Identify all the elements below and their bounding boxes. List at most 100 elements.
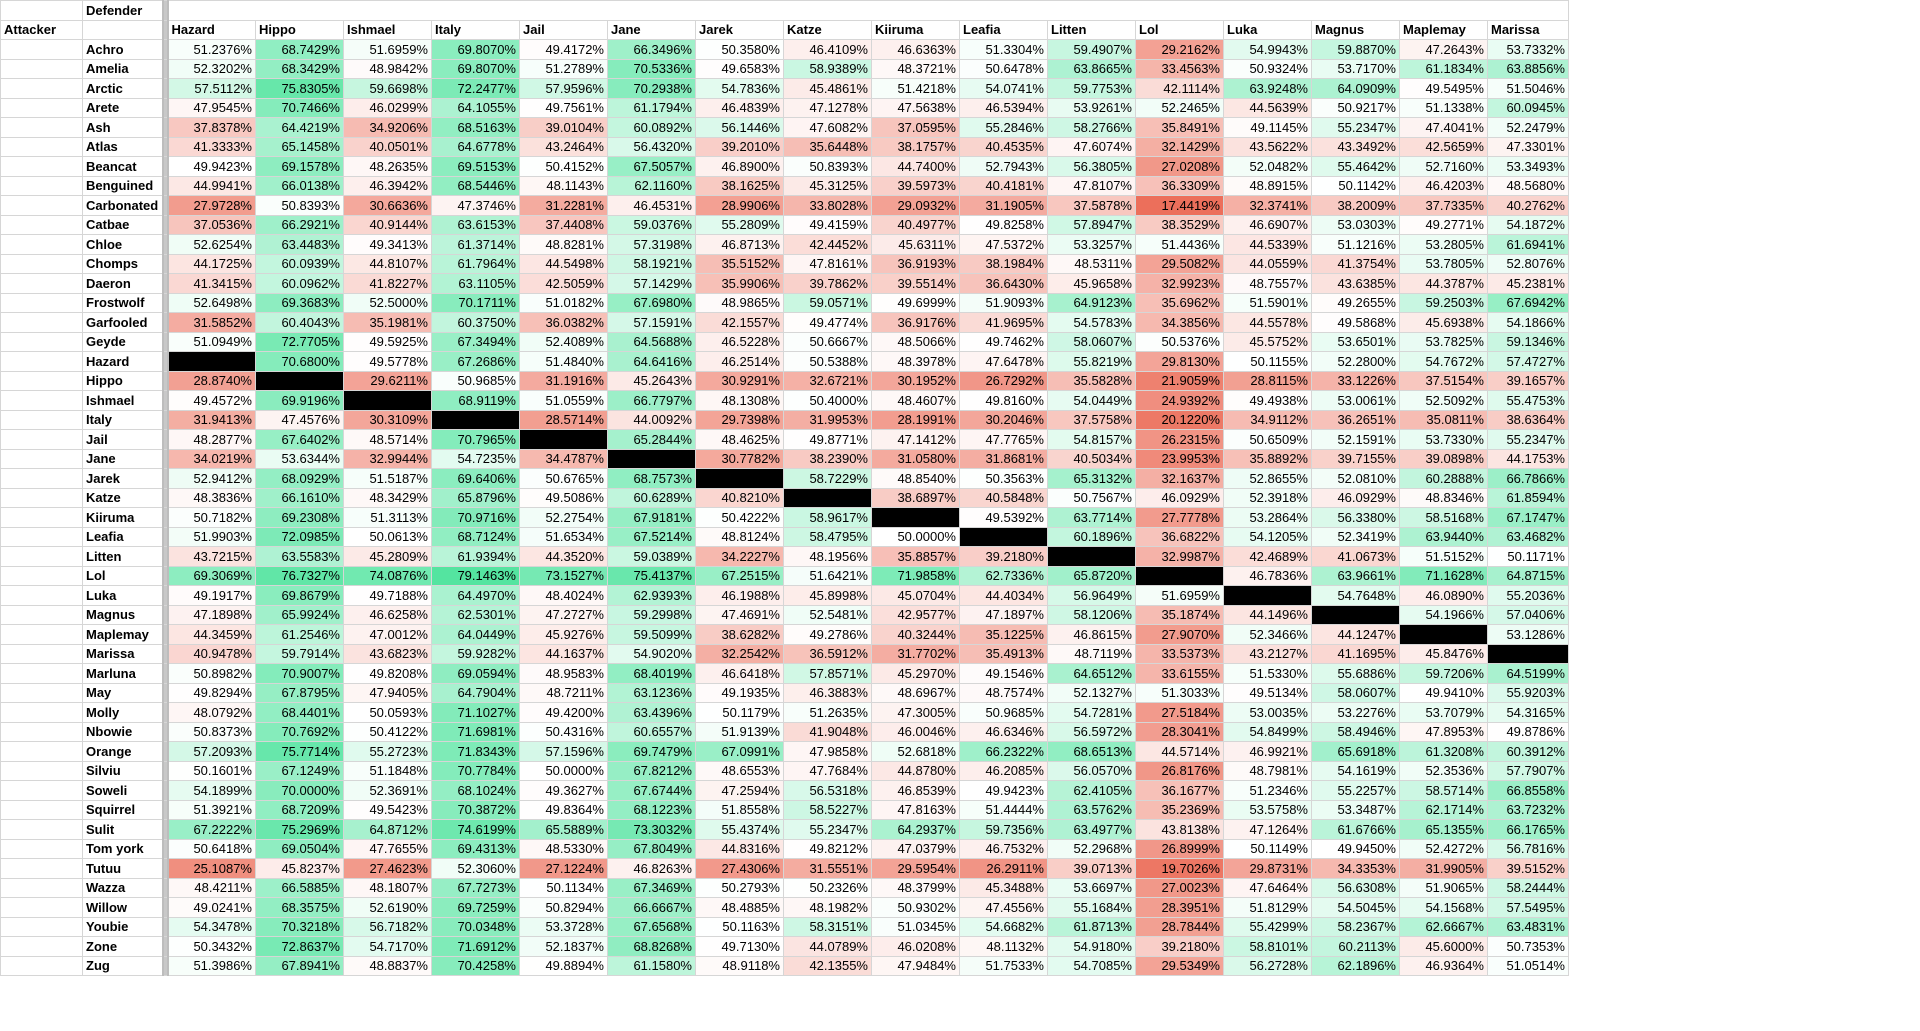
value-cell[interactable]: 54.0741% [959,78,1048,99]
row-header-jarek[interactable]: Jarek [82,468,163,489]
value-cell[interactable]: 56.6308% [1311,877,1400,898]
value-cell[interactable]: 27.1224% [519,858,608,879]
value-cell[interactable]: 68.6513% [1047,741,1136,762]
value-cell[interactable]: 43.6823% [343,643,432,664]
value-cell[interactable]: 47.6082% [783,117,872,138]
value-cell[interactable]: 50.8393% [783,156,872,177]
row-gutter-cell[interactable] [0,156,83,177]
row-header-youbie[interactable]: Youbie [82,916,163,937]
value-cell[interactable]: 54.7235% [431,448,520,469]
value-cell[interactable]: 62.4105% [1047,780,1136,801]
value-cell[interactable]: 70.3872% [431,799,520,820]
value-cell[interactable]: 62.6667% [1399,916,1488,937]
attacker-label[interactable]: Attacker [0,19,83,40]
row-header-litten[interactable]: Litten [82,546,163,567]
row-gutter-cell[interactable] [0,58,83,79]
value-cell[interactable]: 41.8227% [343,273,432,294]
value-cell[interactable]: 57.5495% [1487,897,1569,918]
value-cell[interactable]: 49.5086% [519,487,608,508]
value-cell[interactable]: 48.1956% [783,546,872,567]
value-cell[interactable]: 48.7574% [959,682,1048,703]
value-cell[interactable]: 58.3151% [783,916,872,937]
value-cell[interactable]: 50.3563% [959,468,1048,489]
column-header-hazard[interactable]: Hazard [167,19,256,40]
value-cell[interactable]: 49.2655% [1311,292,1400,313]
value-cell[interactable]: 69.3069% [167,565,256,586]
row-gutter-cell[interactable] [0,858,83,879]
value-cell[interactable]: 67.6568% [607,916,696,937]
value-cell[interactable]: 46.8615% [1047,624,1136,645]
value-cell[interactable]: 31.8681% [959,448,1048,469]
value-cell[interactable]: 75.4137% [607,565,696,586]
value-cell[interactable]: 38.2009% [1311,195,1400,216]
value-cell[interactable]: 68.1024% [431,780,520,801]
value-cell[interactable]: 49.3413% [343,234,432,255]
value-cell[interactable]: 52.2968% [1047,838,1136,859]
value-cell[interactable]: 29.5349% [1135,955,1224,976]
value-cell[interactable]: 57.0406% [1487,604,1569,625]
value-cell[interactable]: 42.1557% [695,312,784,333]
value-cell[interactable]: 68.3575% [255,897,344,918]
value-cell[interactable]: 59.7753% [1047,78,1136,99]
value-cell[interactable]: 56.2728% [1223,955,1312,976]
value-cell[interactable]: 49.8160% [959,390,1048,411]
value-cell[interactable]: 38.1984% [959,253,1048,274]
value-cell[interactable]: 63.4831% [1487,916,1569,937]
column-header-ishmael[interactable]: Ishmael [343,19,432,40]
column-header-lol[interactable]: Lol [1135,19,1224,40]
value-cell[interactable]: 48.9583% [519,663,608,684]
value-cell[interactable]: 44.8316% [695,838,784,859]
value-cell[interactable]: 65.8796% [431,487,520,508]
value-cell[interactable]: 48.8540% [871,468,960,489]
value-cell[interactable]: 52.5000% [343,292,432,313]
value-cell[interactable]: 47.8161% [783,253,872,274]
value-cell[interactable]: 28.3951% [1135,897,1224,918]
value-cell[interactable]: 46.0046% [871,721,960,742]
value-cell[interactable]: 62.9393% [607,585,696,606]
value-cell[interactable]: 48.5680% [1487,175,1569,196]
value-cell[interactable]: 49.8786% [1487,721,1569,742]
value-cell[interactable]: 50.1179% [695,702,784,723]
value-cell[interactable]: 52.3536% [1399,760,1488,781]
value-cell[interactable]: 50.8982% [167,663,256,684]
row-header-amelia[interactable]: Amelia [82,58,163,79]
value-cell[interactable]: 48.3799% [871,877,960,898]
value-cell[interactable]: 40.4977% [871,214,960,235]
value-cell[interactable]: 31.9905% [1399,858,1488,879]
value-cell[interactable]: 63.9661% [1311,565,1400,586]
value-cell[interactable]: 30.3109% [343,409,432,430]
blank-header-cell[interactable] [82,19,163,40]
value-cell[interactable]: 46.3883% [783,682,872,703]
value-cell[interactable]: 54.9943% [1223,39,1312,60]
value-cell[interactable]: 62.7336% [959,565,1048,586]
row-gutter-cell[interactable] [0,565,83,586]
value-cell[interactable]: 69.7259% [431,897,520,918]
row-gutter-cell[interactable] [0,292,83,313]
value-cell[interactable]: 64.7904% [431,682,520,703]
value-cell[interactable]: 57.9596% [519,78,608,99]
row-header-willow[interactable]: Willow [82,897,163,918]
column-header-litten[interactable]: Litten [1047,19,1136,40]
value-cell[interactable]: 58.5714% [1399,780,1488,801]
header-row-spacer[interactable] [167,0,1569,21]
value-cell[interactable]: 45.5752% [1223,331,1312,352]
value-cell[interactable]: 72.2477% [431,78,520,99]
value-cell[interactable]: 39.5152% [1487,858,1569,879]
value-cell[interactable]: 46.4109% [783,39,872,60]
value-cell[interactable]: 60.0945% [1487,97,1569,118]
value-cell[interactable]: 53.5758% [1223,799,1312,820]
value-cell[interactable]: 53.0303% [1311,214,1400,235]
value-cell[interactable]: 54.7672% [1399,351,1488,372]
value-cell[interactable]: 73.1527% [519,565,608,586]
value-cell[interactable]: 36.6430% [959,273,1048,294]
value-cell[interactable]: 56.7816% [1487,838,1569,859]
value-cell[interactable]: 54.9020% [607,643,696,664]
value-cell[interactable]: 63.9248% [1223,78,1312,99]
value-cell[interactable]: 46.6258% [343,604,432,625]
value-cell[interactable]: 47.9405% [343,682,432,703]
value-cell[interactable]: 50.5376% [1135,331,1224,352]
value-cell[interactable]: 26.2911% [959,858,1048,879]
value-cell[interactable]: 69.2308% [255,507,344,528]
value-cell[interactable]: 63.8665% [1047,58,1136,79]
value-cell[interactable]: 49.4172% [519,39,608,60]
